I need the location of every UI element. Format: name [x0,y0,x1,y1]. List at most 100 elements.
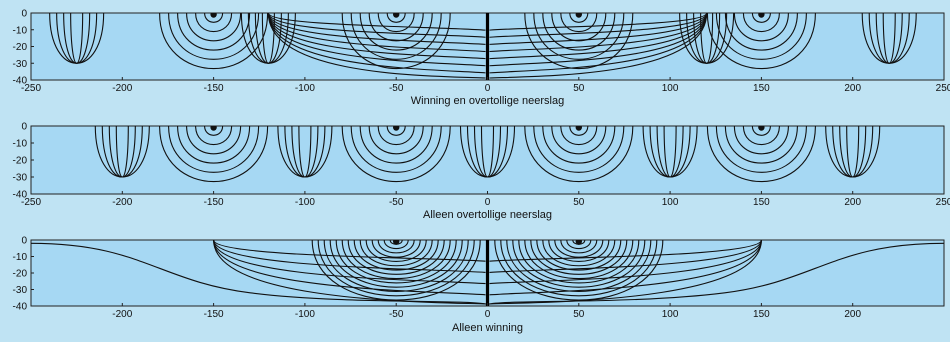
x-tick-label: -250 [21,83,41,94]
contour-line [213,240,486,296]
contour-line [240,13,296,64]
contour-line [94,126,150,178]
x-tick-label: 50 [573,309,585,320]
contour-line [554,240,604,258]
contour-line [377,13,415,33]
contour-line [159,126,269,182]
contour-line [715,126,807,173]
y-tick-label: 0 [21,9,27,20]
contour-line [168,126,260,173]
contour-line [49,13,105,64]
axis-ticks: -250 -200 -150 -100 -50 0 50 100 150 200 250 0 -10 -2… [13,122,950,209]
source-point [575,126,582,131]
x-tick-label: 250 [936,197,950,208]
contour-line [548,240,610,262]
y-tick-label: -10 [13,25,28,36]
contour-line [213,240,486,305]
y-tick-label: -30 [13,59,28,70]
contour-line [347,240,445,275]
x-tick-label: -200 [112,83,132,94]
x-tick-label: -150 [204,197,224,208]
contour-line [569,126,589,136]
contour-line [267,13,486,31]
contour-line [724,13,798,51]
contour-line [267,13,486,38]
x-tick-label: -200 [112,197,132,208]
contour-line [213,240,486,285]
contour-line [204,13,224,23]
contour-line [383,240,409,250]
x-tick-label: 0 [485,309,491,320]
x-tick-label: -50 [389,197,404,208]
x-tick-label: -250 [21,197,41,208]
x-tick-label: -100 [295,197,315,208]
contour-line [742,126,780,146]
contour-line [386,126,406,136]
contour-line [359,13,433,51]
contour-line [487,242,944,305]
contour-line [177,13,251,51]
contour-line [341,126,451,182]
contour-line [642,126,698,178]
contour-line [341,13,451,69]
contour-line [204,126,224,136]
contour-line [377,240,415,254]
contour-line [168,13,260,60]
contour-line [560,240,598,254]
contour-line [267,13,486,67]
panel-alleen-winning: -200 -150 -100 -50 0 50 100 150 200 0 -10 -20 -30 -40… [13,236,945,334]
contour-line [267,13,486,53]
contour-line [459,126,516,178]
contour-line [489,240,762,273]
panel-alleen-overtollige-neerslag: -250 -200 -150 -100 -50 0 50 100 150 200 250 0 -10 -2… [13,122,950,222]
contour-line [195,126,233,146]
contour-line [359,240,433,267]
y-tick-label: -30 [13,173,28,184]
contour-line [195,13,233,33]
x-tick-label: -150 [204,309,224,320]
contour-line [533,13,625,60]
x-tick-label: 0 [485,83,491,94]
contour-line [489,13,708,53]
contour-line [335,240,457,284]
contour-line [323,240,469,292]
contour-line [533,126,625,173]
y-tick-label: 0 [21,236,27,247]
panel-title: Alleen overtollige neerslag [423,209,552,221]
source-point [758,13,765,18]
contour-line [560,13,598,33]
x-tick-label: -50 [389,83,404,94]
contour-line [350,126,442,173]
contour-line [566,240,592,250]
x-tick-label: -100 [295,309,315,320]
source-point [575,240,582,245]
y-tick-label: -40 [13,190,28,201]
panel-title: Alleen winning [452,322,523,334]
contour-line [524,126,634,182]
contour-line [489,13,708,79]
x-tick-label: 200 [844,309,861,320]
contour-line [706,126,816,182]
y-tick-label: -20 [13,42,28,53]
contour-line [560,126,598,146]
panel-winning-en-overtollige-neerslag: -250 -200 -150 -100 -50 0 50 100 150 200 250 0 -10 -2… [13,9,950,108]
contour-line [489,13,708,31]
contour-line [386,13,406,23]
contour-line [368,13,424,42]
contour-line [506,240,652,292]
contour-line [186,126,242,155]
contour-line [751,126,771,136]
x-tick-label: 100 [662,309,679,320]
contour-line [679,13,735,64]
contour-line [489,13,708,74]
contour-line [377,126,415,146]
contour-lines [31,240,944,306]
x-tick-label: 150 [753,309,770,320]
source-point [575,13,582,18]
x-tick-label: 50 [573,83,585,94]
contour-line [267,13,486,60]
axis-ticks: -200 -150 -100 -50 0 50 100 150 200 0 -10 -20 -30 -40 [13,236,862,321]
contour-line [489,240,762,296]
contour-line [177,126,251,164]
